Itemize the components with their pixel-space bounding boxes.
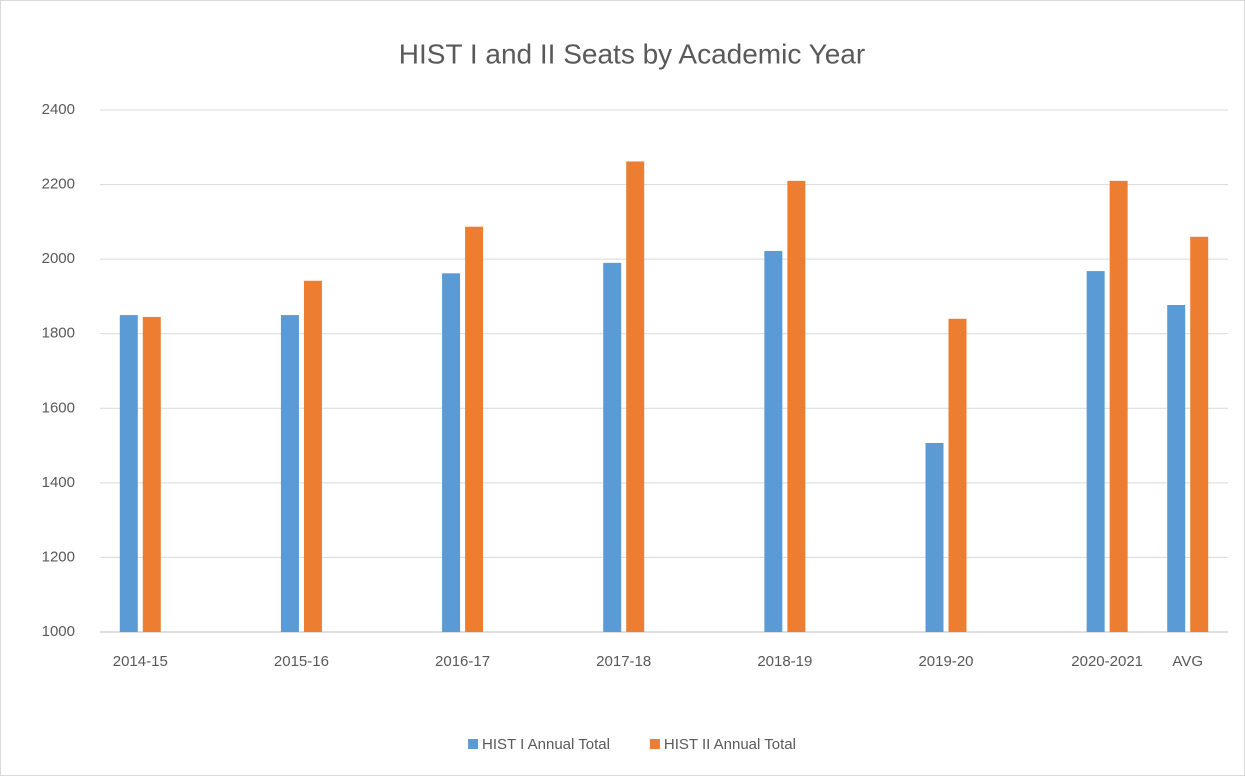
bar [925,442,944,632]
bar [465,226,484,632]
x-tick-label: 2015-16 [274,653,329,670]
bar [764,250,783,632]
legend: HIST I Annual Total HIST II Annual Total [468,736,796,753]
bar [442,273,461,632]
bar [787,180,806,633]
bar [303,280,322,632]
y-tick-label: 2400 [42,101,75,118]
bar [280,315,299,632]
bar [1190,236,1209,632]
legend-label: HIST I Annual Total [482,736,610,753]
y-tick-label: 2200 [42,176,75,193]
bar [603,262,622,632]
x-tick-label: AVG [1172,653,1203,670]
bar [1109,180,1128,633]
y-tick-label: 1400 [42,474,75,491]
x-tick-label: 2016-17 [435,653,490,670]
bar [948,318,967,632]
x-tick-label: 2014-15 [113,653,168,670]
y-tick-label: 1200 [42,548,75,565]
x-tick-label: 2019-20 [918,653,973,670]
bar [1086,271,1105,632]
bar [1167,305,1186,632]
legend-swatch [468,739,479,749]
x-tick-label: 2018-19 [757,653,812,670]
chart-title: HIST I and II Seats by Academic Year [399,38,865,69]
y-tick-label: 1600 [42,399,75,416]
legend-swatch [649,739,660,749]
bar [142,316,161,632]
y-tick-label: 2000 [42,250,75,267]
legend-label: HIST II Annual Total [664,736,796,753]
y-tick-label: 1800 [42,325,75,342]
x-tick-label: 2017-18 [596,653,651,670]
x-tick-label: 2020-2021 [1071,653,1143,670]
y-tick-label: 1000 [42,623,75,640]
bar [626,161,645,632]
bar [119,315,138,632]
